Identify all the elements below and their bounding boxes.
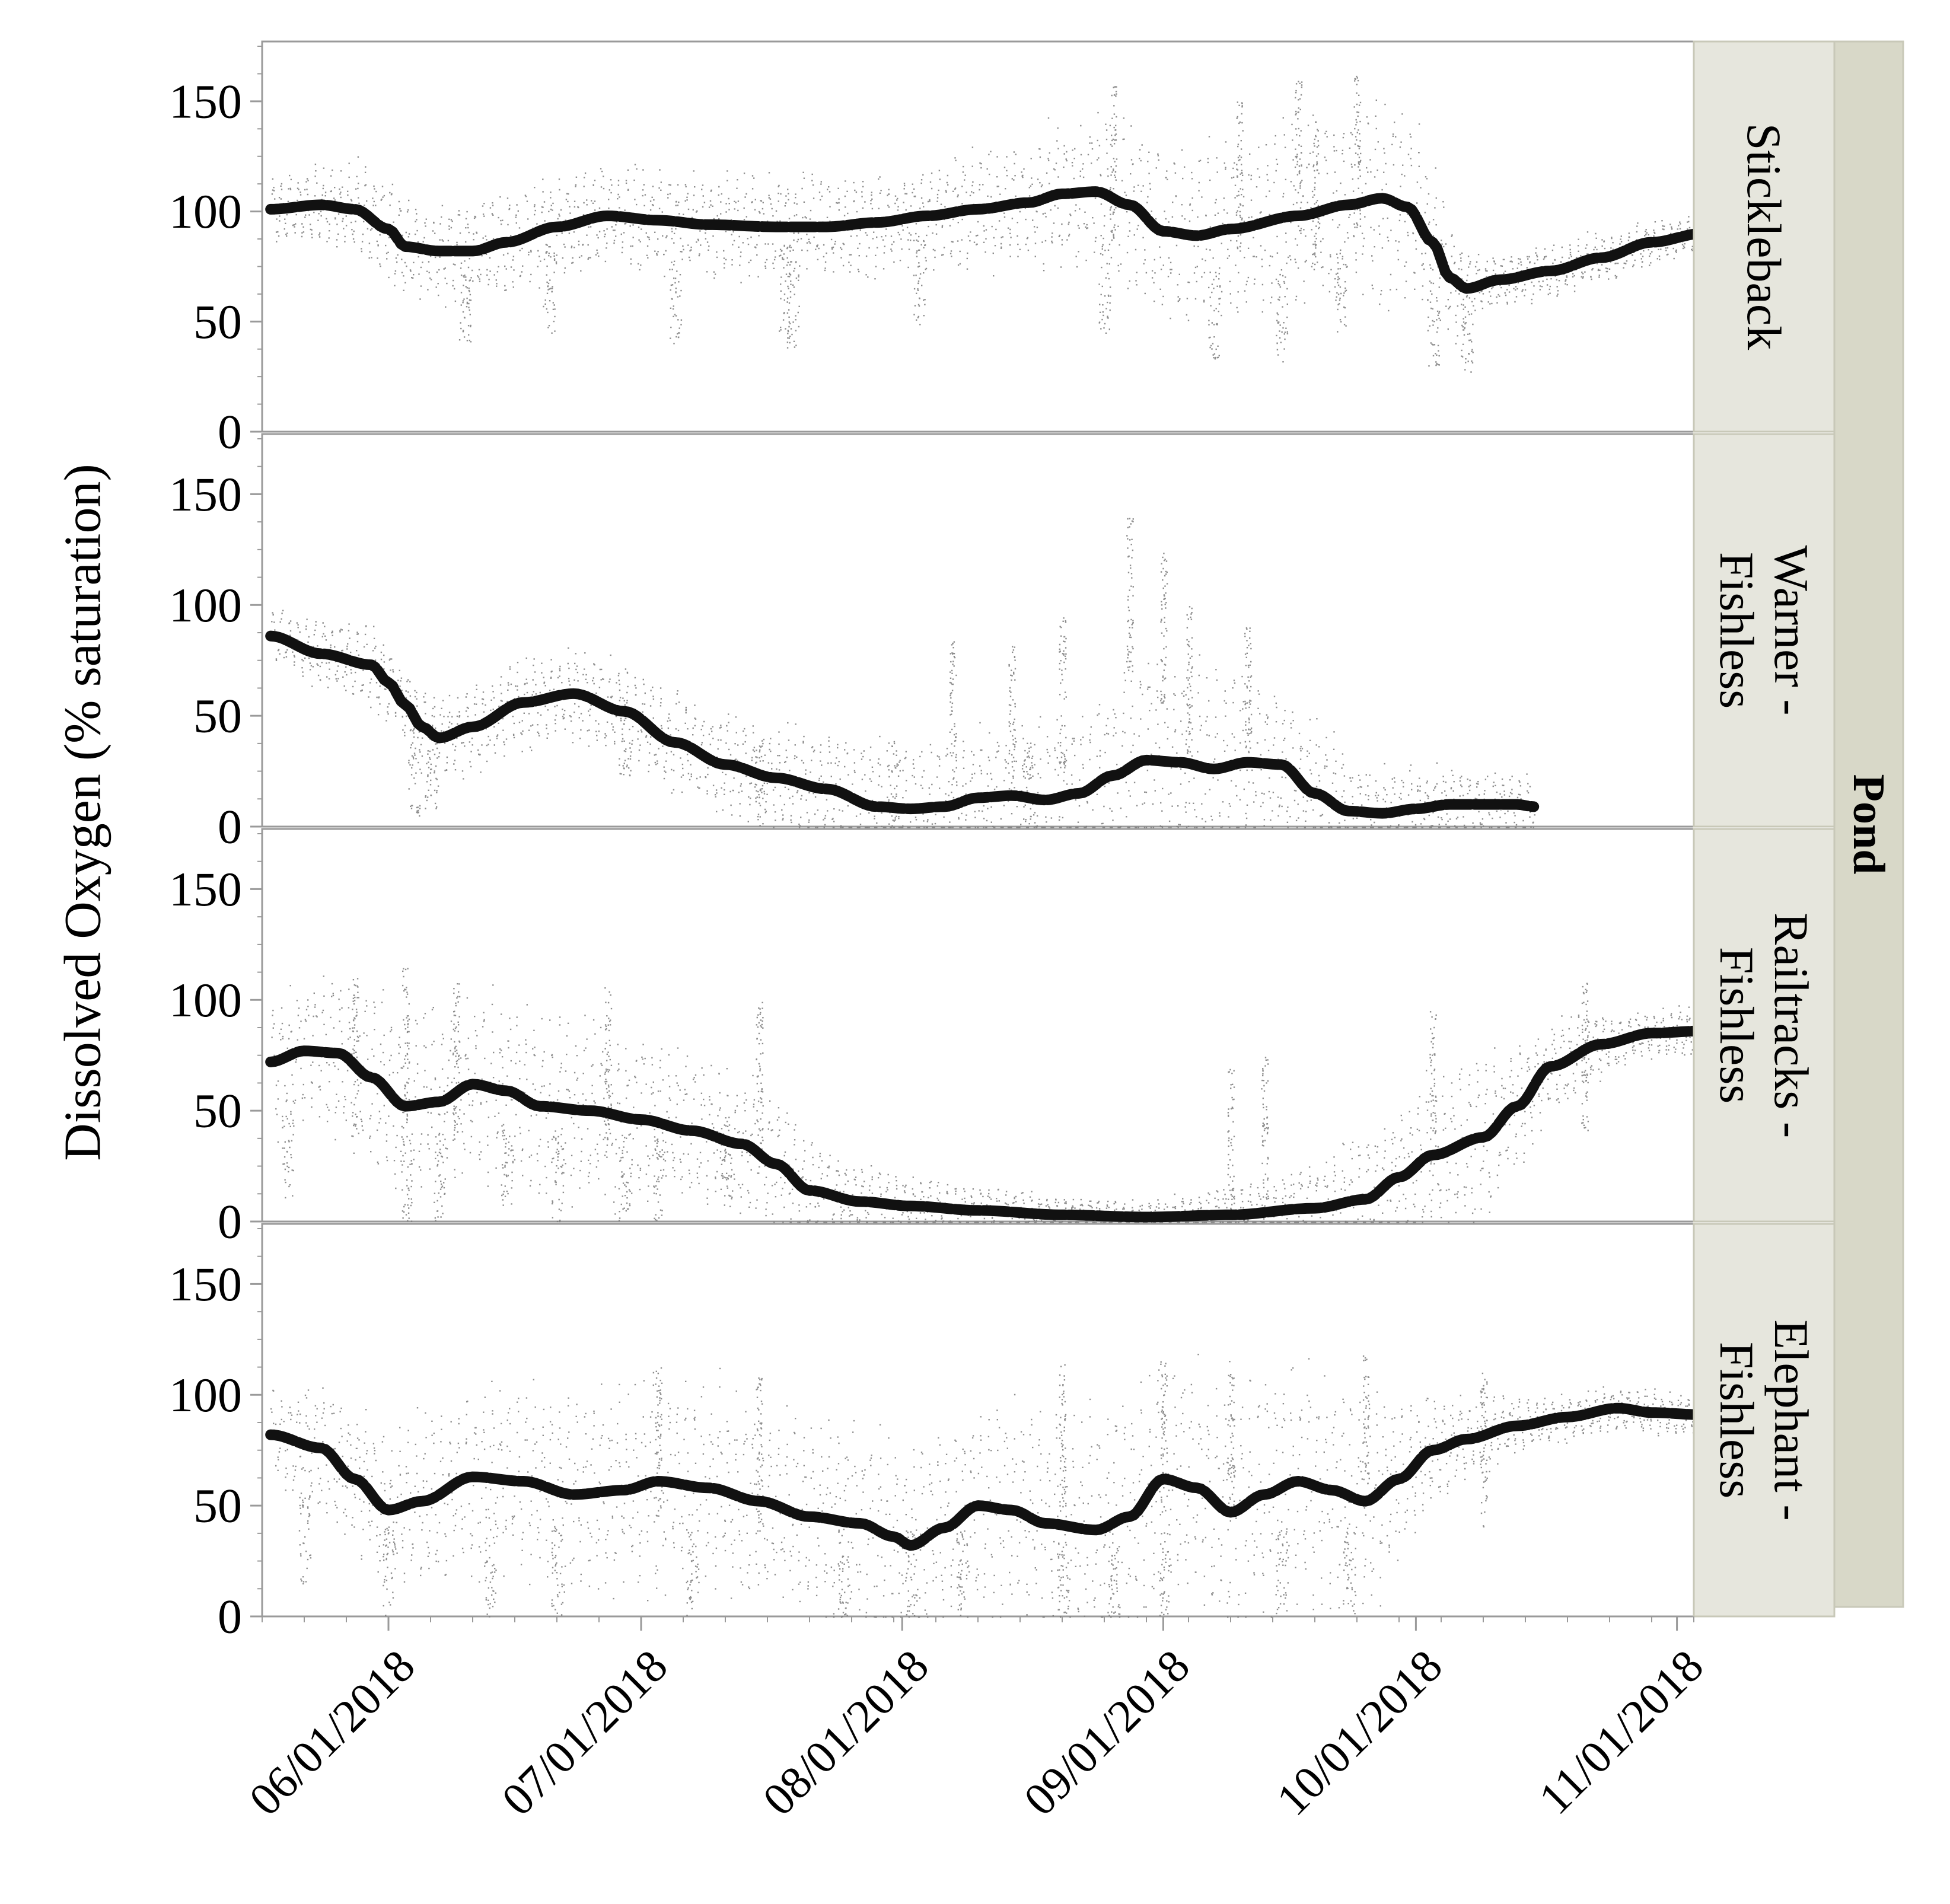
y-tick-label: 0 bbox=[218, 800, 242, 854]
smooth-line bbox=[265, 1025, 1868, 1223]
facet-strip-label: Fishless bbox=[1710, 947, 1764, 1104]
facet-title: Pond bbox=[1844, 774, 1894, 875]
facet-strip-label: Stickleback bbox=[1737, 123, 1791, 350]
facet-strip-label: Elephant - bbox=[1764, 1319, 1818, 1520]
facet-strip-label: Warner - bbox=[1764, 545, 1818, 715]
y-tick-label: 100 bbox=[169, 578, 242, 632]
facet-strip bbox=[1693, 433, 1836, 828]
y-tick-label: 150 bbox=[169, 1257, 242, 1311]
facet-strip-label: Railtracks - bbox=[1764, 913, 1818, 1138]
y-axis-label: Dissolved Oxygen (% saturation) bbox=[55, 464, 112, 1161]
y-tick-label: 0 bbox=[218, 1590, 242, 1644]
scatter-points bbox=[271, 968, 1830, 1223]
y-tick-label: 150 bbox=[169, 862, 242, 916]
plot-frame bbox=[261, 828, 1695, 1223]
y-tick-label: 0 bbox=[218, 1195, 242, 1249]
y-tick-label: 50 bbox=[193, 689, 242, 743]
facet-strip-label: Fishless bbox=[1710, 552, 1764, 709]
facet-strip-label: Fishless bbox=[1710, 1342, 1764, 1498]
facet-panel: 0 50 100 150 Railtracks -Fishless bbox=[169, 828, 1868, 1249]
y-tick-label: 0 bbox=[218, 405, 242, 459]
data-points bbox=[271, 968, 1830, 1223]
y-tick-label: 50 bbox=[193, 295, 242, 349]
y-tick-label: 100 bbox=[169, 973, 242, 1027]
y-tick-label: 50 bbox=[193, 1479, 242, 1533]
facet-panel: 0 50 100 150 Warner -Fishless bbox=[169, 433, 1836, 854]
smooth-line bbox=[265, 186, 1868, 294]
y-tick-label: 150 bbox=[169, 467, 242, 521]
facet-panel: 0 50 100 150 Stickleback bbox=[169, 40, 1868, 459]
facet-panel: 0 50 100 150 Elephant -Fishless bbox=[169, 1223, 1868, 1644]
smooth-line bbox=[265, 1402, 1868, 1551]
y-tick-label: 150 bbox=[169, 74, 242, 128]
facet-title-strip bbox=[1833, 40, 1904, 1608]
facet-strip bbox=[1693, 40, 1836, 433]
plot-frame bbox=[261, 1223, 1695, 1618]
y-tick-label: 100 bbox=[169, 1368, 242, 1422]
smooth-line bbox=[265, 630, 1540, 819]
plot-frame bbox=[261, 40, 1695, 433]
y-tick-label: 100 bbox=[169, 184, 242, 238]
plot-frame bbox=[261, 433, 1695, 828]
y-tick-label: 50 bbox=[193, 1084, 242, 1138]
facet-strip bbox=[1693, 828, 1836, 1223]
facet-strip bbox=[1693, 1223, 1836, 1618]
